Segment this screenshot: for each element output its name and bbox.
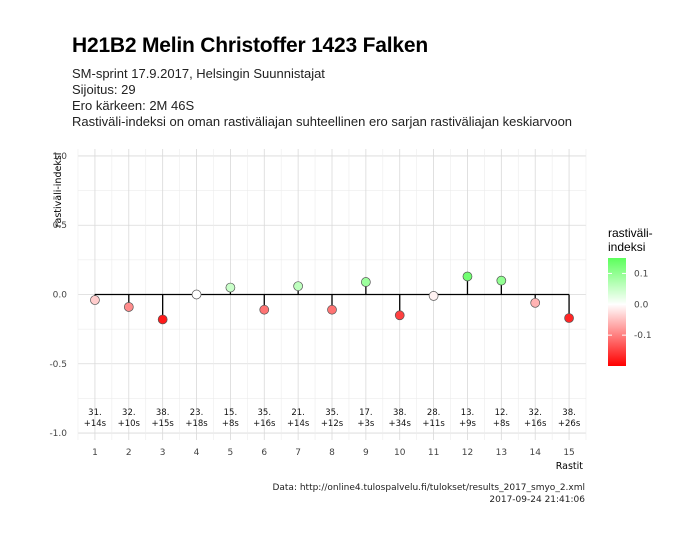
annotation-rank-1: 31.: [88, 408, 102, 418]
x-tick-4: 4: [194, 448, 200, 458]
annotation-diff-1: +14s: [84, 419, 107, 429]
legend-tick--0.1: -0.1: [634, 331, 652, 341]
annotation-rank-15: 38.: [562, 408, 576, 418]
point-12: [462, 271, 473, 282]
x-tick-6: 6: [261, 448, 267, 458]
subtitle-line-2: Sijoitus: 29: [72, 82, 136, 97]
y-tick-labels: 1.0 0.5 0.0 -0.5 -1.0: [49, 152, 67, 439]
legend: rastiväli- indeksi 0.1 0.0 -0.1: [608, 226, 653, 366]
point-4: [191, 289, 202, 300]
points: [90, 271, 574, 325]
annotation-diff-6: +16s: [253, 419, 276, 429]
y-tick-1.0: 1.0: [53, 152, 68, 162]
annotation-diff-4: +18s: [185, 419, 208, 429]
x-tick-12: 12: [462, 448, 473, 458]
x-tick-7: 7: [295, 448, 301, 458]
annotation-diff-8: +12s: [321, 419, 344, 429]
legend-tick-0.0: 0.0: [634, 300, 649, 310]
point-7: [293, 281, 303, 292]
annotation-rank-7: 21.: [291, 408, 305, 418]
annotation-rank-5: 15.: [224, 408, 238, 418]
point-6: [259, 304, 270, 315]
annotation-rank-9: 17.: [359, 408, 373, 418]
y-tick--1.0: -1.0: [49, 429, 67, 439]
annotation-diff-12: +9s: [459, 419, 477, 429]
caption-source: Data: http://online4.tulospalvelu.fi/tul…: [272, 483, 585, 493]
point-8: [327, 304, 337, 315]
annotation-diff-9: +3s: [357, 419, 375, 429]
point-11: [428, 291, 439, 301]
annotation-diff-5: +8s: [222, 419, 240, 429]
legend-ticks: 0.1 0.0 -0.1: [608, 269, 652, 341]
x-tick-11: 11: [428, 448, 439, 458]
point-5: [225, 282, 236, 293]
annotation-diff-2: +10s: [118, 419, 141, 429]
annotation-diff-15: +26s: [558, 419, 581, 429]
point-10: [394, 310, 405, 321]
annotation-rank-10: 38.: [393, 408, 407, 418]
annotation-diff-14: +16s: [524, 419, 547, 429]
point-9: [361, 277, 371, 287]
annotation-rank-3: 38.: [156, 408, 170, 418]
x-tick-5: 5: [228, 448, 234, 458]
x-tick-2: 2: [126, 448, 132, 458]
annotation-rank-6: 35.: [258, 408, 272, 418]
chart-title: H21B2 Melin Christoffer 1423 Falken: [72, 34, 428, 57]
annotation-diff-10: +34s: [389, 419, 412, 429]
y-tick-0.5: 0.5: [53, 221, 67, 231]
x-tick-8: 8: [329, 448, 335, 458]
annotation-diff-11: +11s: [422, 419, 445, 429]
point-15: [564, 313, 574, 323]
y-tick--0.5: -0.5: [49, 360, 67, 370]
annotation-rank-12: 13.: [461, 408, 475, 418]
caption-timestamp: 2017-09-24 21:41:06: [489, 495, 585, 505]
point-2: [123, 302, 134, 312]
annotation-rank-4: 23.: [190, 408, 204, 418]
point-13: [496, 275, 507, 286]
y-axis-label: rastiväli-indeksi: [53, 153, 64, 228]
legend-title-2: indeksi: [608, 240, 645, 254]
subtitle-line-1: SM-sprint 17.9.2017, Helsingin Suunnista…: [72, 66, 325, 81]
subtitle-line-4: Rastiväli-indeksi on oman rastiväliajan …: [72, 114, 573, 129]
annotation-diff-7: +14s: [287, 419, 310, 429]
x-tick-labels: 1 2 3 4 5 6 7 8 9 10 11 12 13 14 15: [92, 448, 575, 458]
legend-colorbar: [608, 258, 626, 366]
x-tick-3: 3: [160, 448, 166, 458]
annotation-rank-8: 35.: [325, 408, 339, 418]
y-tick-0.0: 0.0: [53, 291, 68, 301]
annotation-rank-11: 28.: [427, 408, 441, 418]
x-tick-14: 14: [529, 448, 541, 458]
annotation-diff-3: +15s: [151, 419, 174, 429]
annotation-diff-13: +8s: [493, 419, 511, 429]
annotation-rank-14: 32.: [528, 408, 542, 418]
point-1: [90, 295, 100, 305]
annotation-rank-13: 12.: [495, 408, 509, 418]
x-tick-15: 15: [563, 448, 574, 458]
x-tick-9: 9: [363, 448, 369, 458]
annotation-rank-2: 32.: [122, 408, 136, 418]
x-axis-label: Rastit: [556, 461, 584, 472]
subtitle-line-3: Ero kärkeen: 2M 46S: [72, 98, 195, 113]
x-tick-10: 10: [394, 448, 406, 458]
x-tick-13: 13: [496, 448, 507, 458]
x-tick-1: 1: [92, 448, 98, 458]
legend-title-1: rastiväli-: [608, 226, 653, 240]
annotations: 31.+14s32.+10s38.+15s23.+18s15.+8s35.+16…: [84, 408, 581, 429]
legend-tick-0.1: 0.1: [634, 269, 648, 279]
point-14: [530, 297, 541, 308]
point-3: [157, 314, 168, 325]
